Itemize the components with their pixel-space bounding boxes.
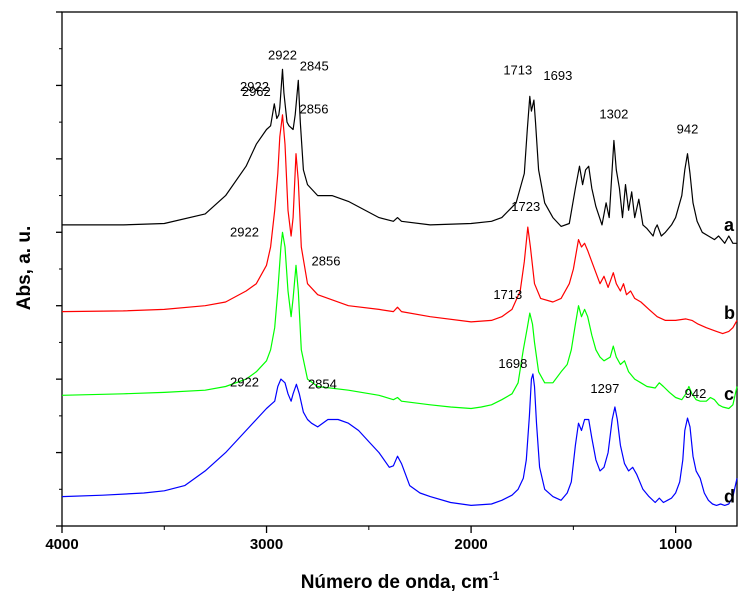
peak-annotation: 2922	[230, 375, 259, 390]
series-label-d: d	[724, 487, 735, 507]
peak-annotation: 2845	[300, 58, 329, 73]
peak-annotation: 942	[685, 386, 707, 401]
x-tick-label: 1000	[659, 536, 692, 553]
series-line-a	[62, 68, 737, 244]
y-axis-title: Abs, a. u.	[14, 226, 35, 310]
peak-annotation: 1297	[590, 381, 619, 396]
tick-layer: 4000 3000 2000 1000	[45, 11, 692, 553]
peak-annotation: 2922	[268, 47, 297, 62]
x-axis-title-main: Número de onda, cm	[301, 572, 489, 593]
x-tick-label: 3000	[250, 536, 283, 553]
peak-annotation: 1693	[543, 68, 572, 83]
series-label-c: c	[724, 384, 734, 404]
peak-annotation: 1723	[511, 199, 540, 214]
x-tick-label: 2000	[454, 536, 487, 553]
series-layer	[61, 68, 738, 506]
series-label-a: a	[724, 215, 735, 235]
peak-annotation: 2962	[242, 84, 271, 99]
series-line-d	[61, 373, 738, 506]
series-line-b	[61, 114, 738, 335]
peak-annotation: 2922	[230, 224, 259, 239]
plot-frame	[61, 11, 738, 527]
peak-annotation: 2922	[240, 79, 269, 94]
peak-annotation: 1302	[599, 107, 628, 122]
peak-annotation: 1713	[503, 62, 532, 77]
peak-annotation: 1698	[498, 356, 527, 371]
peak-annotation: 2856	[312, 253, 341, 268]
series-label-b: b	[724, 303, 735, 323]
peak-annotation: 2854	[308, 376, 337, 391]
peak-annotation: 942	[677, 122, 699, 137]
x-axis-title: Número de onda, cm-1	[301, 569, 500, 593]
series-line-c	[61, 231, 738, 410]
peak-annotation: 2856	[300, 102, 329, 117]
x-axis-title-superscript: -1	[489, 569, 500, 583]
peak-annotation: 1713	[493, 287, 522, 302]
x-tick-label: 4000	[45, 536, 78, 553]
